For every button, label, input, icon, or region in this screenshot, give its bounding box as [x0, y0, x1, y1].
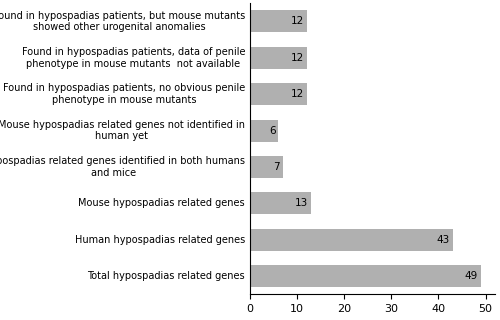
Text: 6: 6 — [269, 126, 276, 136]
Text: Found in hypospadias patients, but mouse mutants
showed other urogenital anomali: Found in hypospadias patients, but mouse… — [0, 11, 245, 32]
Bar — [250, 47, 306, 69]
Text: Mouse hypospadias related genes: Mouse hypospadias related genes — [78, 198, 245, 208]
Text: Found in hypospadias patients, no obvious penile
phenotype in mouse mutants: Found in hypospadias patients, no obviou… — [3, 84, 245, 105]
Text: 43: 43 — [436, 235, 450, 245]
Text: Mouse hypospadias related genes not identified in
human yet: Mouse hypospadias related genes not iden… — [0, 120, 245, 141]
Bar — [250, 83, 306, 105]
Text: 12: 12 — [290, 53, 304, 63]
Bar — [250, 11, 306, 32]
Text: Human hypospadias related genes: Human hypospadias related genes — [75, 235, 245, 245]
Text: Found in hypospadias patients, data of penile
phenotype in mouse mutants  not av: Found in hypospadias patients, data of p… — [22, 47, 245, 68]
Text: 13: 13 — [295, 198, 308, 208]
Bar — [250, 120, 278, 141]
Text: Total hypospadias related genes: Total hypospadias related genes — [88, 271, 245, 281]
Text: 12: 12 — [290, 89, 304, 99]
Bar — [250, 229, 452, 251]
Text: 12: 12 — [290, 16, 304, 27]
Bar — [250, 156, 283, 178]
Bar — [250, 193, 311, 214]
Bar — [250, 265, 481, 287]
Text: Hypospadias related genes identified in both humans
and mice: Hypospadias related genes identified in … — [0, 156, 245, 178]
Text: 7: 7 — [274, 162, 280, 172]
Text: 49: 49 — [465, 271, 478, 281]
